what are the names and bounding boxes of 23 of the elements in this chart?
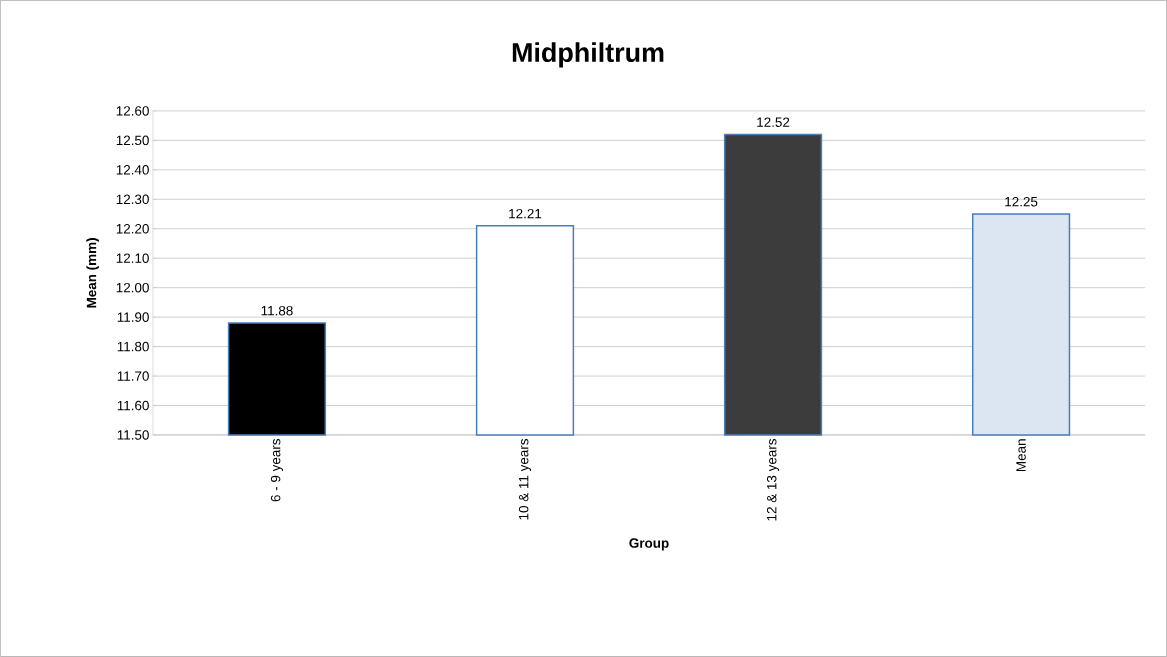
y-tick-label: 12.20 [116,224,149,234]
x-tick-label: 6 - 9 years [270,439,284,502]
data-label: 12.21 [509,208,542,219]
y-axis-title: Mean (mm) [86,238,99,308]
data-label: 11.88 [261,306,293,316]
data-label: 12.52 [757,117,790,127]
data-label: 12.25 [1005,197,1038,207]
x-axis-title: Group [629,538,669,551]
y-tick-label: 11.70 [117,371,149,381]
y-tick-label: 12.10 [116,253,149,264]
y-tick-label: 11.80 [117,341,149,352]
chart-title: Midphiltrum [512,42,664,68]
y-tick-label: 11.60 [117,400,149,411]
y-tick-label: 11.90 [117,312,149,322]
y-tick-label: 12.50 [116,135,149,146]
x-tick-label: Mean [1016,439,1026,472]
x-tick-label: 10 & 11 years [518,439,532,520]
x-tick-label: 12 & 13 years [766,439,780,521]
y-tick-label: 12.30 [116,194,149,205]
y-tick-label: 12.40 [116,165,149,175]
y-tick-label: 11.50 [117,430,149,440]
y-tick-label: 12.60 [116,106,149,116]
y-tick-label: 12.00 [116,282,149,293]
